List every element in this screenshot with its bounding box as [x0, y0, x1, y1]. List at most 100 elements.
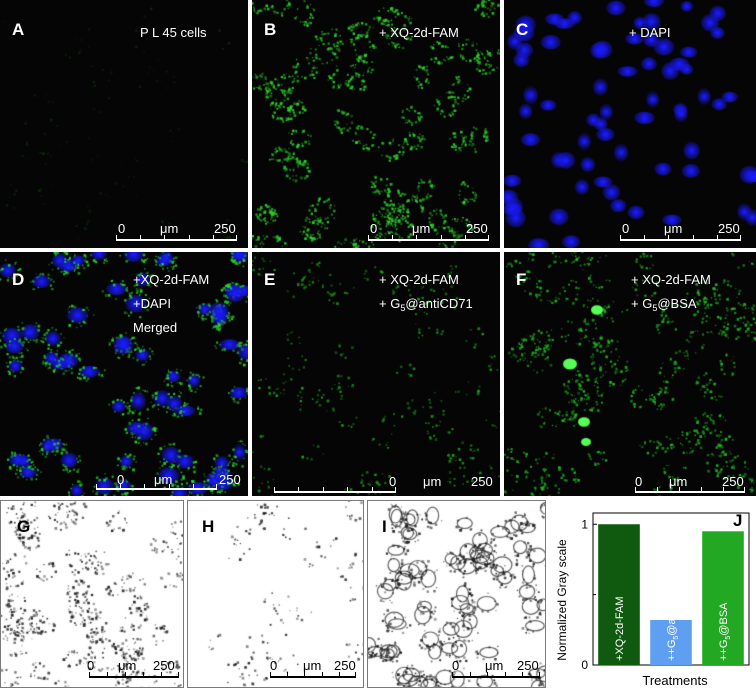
bar-label-2: ++G5@BSA [718, 602, 732, 661]
image-f-bsa [504, 252, 756, 496]
image-d-merged [0, 252, 248, 496]
chart-marks: +XQ-2d-FAM ++G5@antiCD71 ++G5@BSA 0 1 [581, 512, 750, 672]
panel-label-c: C [516, 20, 529, 39]
image-g-grayscale [1, 501, 183, 687]
scale-bar-tick [371, 487, 373, 493]
scale-bar-tick [701, 487, 702, 493]
scale-bar-tick [168, 484, 170, 490]
panel-label-a: A [12, 20, 25, 39]
scale-bar-tick [368, 235, 369, 241]
panel-label-h: H [202, 517, 215, 536]
bar-1 [650, 619, 692, 665]
scale-bar-tick [178, 672, 179, 678]
scale-bar-tick [668, 235, 670, 241]
image-h-grayscale [188, 501, 363, 687]
scale-start: 0 [270, 658, 278, 673]
scale-bar-tick [298, 487, 300, 493]
panel-g: G 0 μm 250 [0, 500, 184, 688]
bar-0 [598, 524, 640, 665]
scale-bar-tick [120, 484, 122, 490]
panel-i: I 0 μm 250 [367, 500, 546, 688]
scale-unit: μm [154, 472, 173, 487]
y-tick-label: 1 [581, 517, 588, 531]
scale-bar-line [620, 229, 741, 243]
scale-bar-line [96, 478, 217, 492]
scale-bar-tick [322, 487, 324, 493]
scale-bar-tick [522, 672, 524, 678]
scale-bar-tick [161, 672, 162, 678]
scale-bar-tick [392, 235, 394, 241]
scale-bar-tick [679, 487, 680, 493]
image-i-grayscale [368, 501, 545, 687]
scale-start: 0 [622, 221, 630, 236]
image-e-anticd71 [252, 252, 500, 496]
caption-a: P L 45 cells [140, 25, 207, 40]
image-b-fam [252, 0, 500, 248]
scale-bar-tick [347, 487, 349, 493]
caption-d-line3: Merged [133, 320, 178, 335]
panel-label-e: E [264, 270, 276, 289]
scale-end: 250 [718, 221, 740, 236]
bar-label-1: ++G5@antiCD71 [666, 579, 680, 661]
panel-f: F + XQ-2d-FAM + G5@BSA 0 μm 250 [504, 252, 756, 496]
scale-bar-tick [116, 235, 117, 241]
panel-h: H 0 μm 250 [187, 500, 364, 688]
scale-unit: μm [669, 474, 688, 489]
panel-a: A P L 45 cells 0 μm 250 [0, 0, 248, 248]
panel-b: B + XQ-2d-FAM 0 μm 250 [252, 0, 500, 248]
scale-bar-tick [740, 235, 741, 241]
scale-start: 0 [635, 474, 643, 489]
scale-bar-tick [140, 235, 142, 241]
scale-end: 250 [517, 658, 539, 673]
caption-e-line1: + XQ-2d-FAM [379, 272, 459, 287]
chart-j: Normalized Gray scale Treatments J +XQ-2… [555, 511, 750, 688]
image-a-control [0, 0, 248, 248]
scale-end: 250 [334, 658, 356, 673]
scale-bar-tick [96, 484, 97, 490]
scale-start: 0 [389, 474, 397, 489]
scale-start: 0 [370, 221, 378, 236]
scale-bar-tick [504, 672, 506, 678]
scale-start: 0 [118, 221, 126, 236]
scale-bar-line [452, 666, 540, 680]
scale-unit: μm [412, 221, 431, 236]
scale-bar-tick [188, 235, 190, 241]
scale-bar-tick [539, 672, 540, 678]
caption-f-line1: + XQ-2d-FAM [631, 272, 711, 287]
scale-bar-tick [488, 235, 489, 241]
scale-bar-tick [144, 484, 146, 490]
caption-d-line2: +DAPI [133, 296, 171, 311]
panel-label-d: D [12, 270, 25, 289]
scale-bar-tick [355, 672, 356, 678]
x-axis-label: Treatments [642, 673, 708, 688]
caption-e-line2: + G5@antiCD71 [379, 296, 473, 313]
caption-d-line1: +XQ-2d-FAM [133, 272, 210, 287]
scale-bar-tick [452, 672, 453, 678]
scale-start: 0 [87, 658, 95, 673]
scale-bar-tick [321, 672, 323, 678]
scale-unit: μm [118, 658, 137, 673]
y-tick-label: 0 [581, 658, 588, 672]
scale-bar-tick [657, 487, 658, 493]
scale-bar-tick [287, 672, 289, 678]
scale-bar-tick [338, 672, 340, 678]
panel-label-i: I [382, 517, 387, 536]
y-axis-label: Normalized Gray scale [555, 539, 569, 661]
scale-unit: μm [485, 658, 504, 673]
scale-end: 250 [219, 472, 241, 487]
panel-d: D +XQ-2d-FAM +DAPI Merged 0 μm 250 [0, 252, 248, 496]
scale-unit: μm [160, 221, 179, 236]
scale-bar-tick [723, 487, 724, 493]
scale-bar-line [368, 229, 489, 243]
scale-bar-line [116, 229, 237, 243]
scale-unit: μm [664, 221, 683, 236]
scale-bar-tick [744, 487, 745, 493]
scale-end: 250 [471, 474, 493, 489]
scale-bar-tick [236, 235, 237, 241]
scale-bar-tick [620, 235, 621, 241]
scale-bar-tick [464, 235, 466, 241]
scale-unit: μm [303, 658, 322, 673]
scale-bar-line [274, 481, 396, 495]
scale-bar-tick [469, 672, 471, 678]
scale-bar-line [89, 666, 179, 680]
